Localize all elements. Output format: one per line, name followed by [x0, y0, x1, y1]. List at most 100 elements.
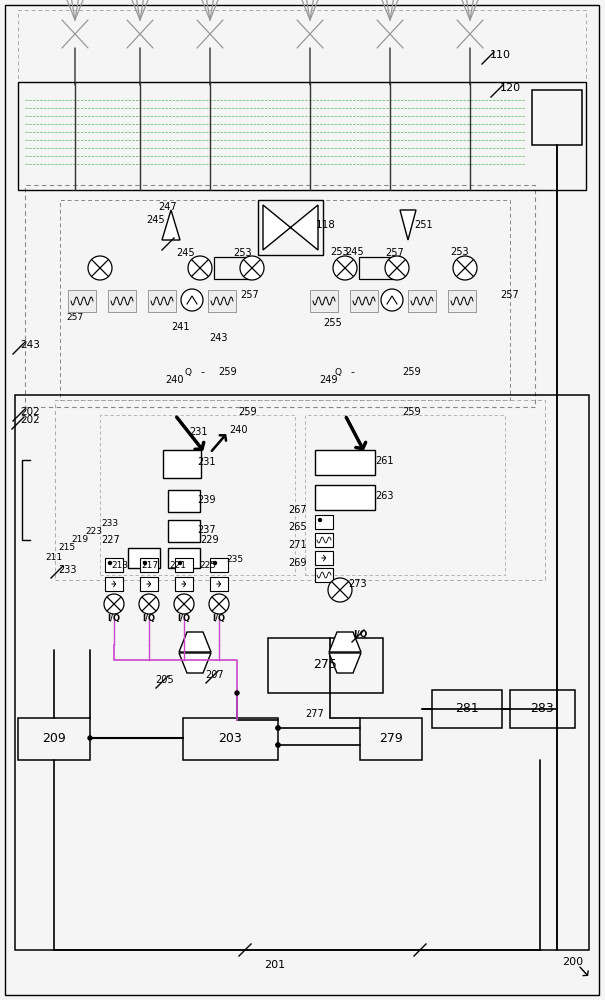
Circle shape [139, 594, 159, 614]
Text: 245: 245 [345, 247, 364, 257]
Bar [210, 577, 228, 591]
Bar [18, 82, 586, 190]
Text: 245: 245 [146, 215, 165, 225]
Circle shape [174, 594, 194, 614]
Polygon shape [329, 653, 361, 673]
Circle shape [188, 256, 212, 280]
Text: 207: 207 [206, 670, 224, 680]
Text: 283: 283 [530, 702, 554, 716]
Circle shape [276, 743, 280, 747]
Polygon shape [329, 632, 361, 652]
Bar [105, 558, 123, 572]
Circle shape [333, 256, 357, 280]
Text: 211: 211 [45, 554, 62, 562]
Bar [183, 718, 278, 760]
Text: I/Q: I/Q [108, 613, 120, 622]
Text: 275: 275 [313, 658, 337, 670]
Circle shape [381, 289, 403, 311]
Bar [18, 718, 90, 760]
Text: 253: 253 [234, 248, 252, 258]
Circle shape [235, 691, 239, 695]
Bar [163, 450, 201, 478]
Bar [448, 290, 476, 312]
Text: 217: 217 [142, 560, 159, 570]
Text: 257: 257 [241, 290, 260, 300]
Text: 221: 221 [169, 560, 186, 570]
Circle shape [178, 562, 182, 564]
Text: 231: 231 [189, 427, 208, 437]
Text: 259: 259 [403, 367, 421, 377]
Circle shape [276, 726, 280, 730]
Text: 243: 243 [209, 333, 227, 343]
Text: 251: 251 [414, 220, 433, 230]
Circle shape [276, 726, 280, 730]
Bar [210, 558, 228, 572]
Bar [315, 450, 375, 475]
Bar [350, 290, 378, 312]
Bar [168, 520, 200, 542]
Text: 261: 261 [376, 456, 394, 466]
Circle shape [214, 562, 217, 564]
Bar [68, 290, 96, 312]
Bar [100, 415, 295, 575]
Text: Q: Q [335, 367, 341, 376]
Text: 200: 200 [563, 957, 584, 967]
Bar [168, 548, 200, 568]
Bar [25, 185, 535, 407]
Polygon shape [179, 653, 211, 673]
Bar [105, 577, 123, 591]
Text: 213: 213 [111, 560, 128, 570]
Bar [258, 200, 323, 255]
Polygon shape [400, 210, 416, 240]
Text: 259: 259 [239, 407, 257, 417]
Circle shape [240, 256, 264, 280]
Text: 205: 205 [155, 675, 174, 685]
Bar [315, 568, 333, 582]
Text: I/Q: I/Q [353, 630, 367, 639]
Text: I/Q: I/Q [177, 613, 191, 622]
Text: Q: Q [185, 367, 192, 376]
Bar [532, 90, 582, 145]
Text: 241: 241 [171, 322, 189, 332]
Bar [208, 290, 236, 312]
Text: 279: 279 [379, 732, 403, 744]
Text: 120: 120 [500, 83, 521, 93]
Text: 209: 209 [42, 732, 66, 744]
Text: 240: 240 [229, 425, 247, 435]
Text: 202: 202 [20, 415, 40, 425]
Bar [140, 558, 158, 572]
Text: 223: 223 [85, 528, 102, 536]
Text: 257: 257 [500, 290, 519, 300]
Circle shape [209, 594, 229, 614]
Text: 245: 245 [177, 248, 195, 258]
Circle shape [181, 289, 203, 311]
Bar [360, 718, 422, 760]
Bar [128, 548, 160, 568]
Text: -: - [350, 367, 354, 377]
Bar [310, 290, 338, 312]
Text: 239: 239 [198, 495, 216, 505]
Text: 110: 110 [490, 50, 511, 60]
Text: 219: 219 [71, 536, 88, 544]
Text: 273: 273 [348, 579, 367, 589]
Text: 267: 267 [289, 505, 307, 515]
Text: 203: 203 [218, 732, 242, 744]
Text: 225: 225 [200, 560, 217, 570]
Bar [108, 290, 136, 312]
Text: 257: 257 [385, 248, 404, 258]
Bar [315, 515, 333, 529]
Text: 259: 259 [403, 407, 421, 417]
Text: 215: 215 [58, 544, 75, 552]
Circle shape [143, 562, 146, 564]
Bar [432, 690, 502, 728]
Text: 281: 281 [455, 702, 479, 716]
Text: 201: 201 [264, 960, 286, 970]
Text: 255: 255 [324, 318, 342, 328]
Text: 118: 118 [316, 220, 336, 230]
Text: 233: 233 [101, 520, 118, 528]
Text: 277: 277 [306, 709, 324, 719]
Circle shape [108, 562, 111, 564]
Bar [55, 400, 545, 580]
Text: 265: 265 [289, 522, 307, 532]
Bar [175, 558, 193, 572]
